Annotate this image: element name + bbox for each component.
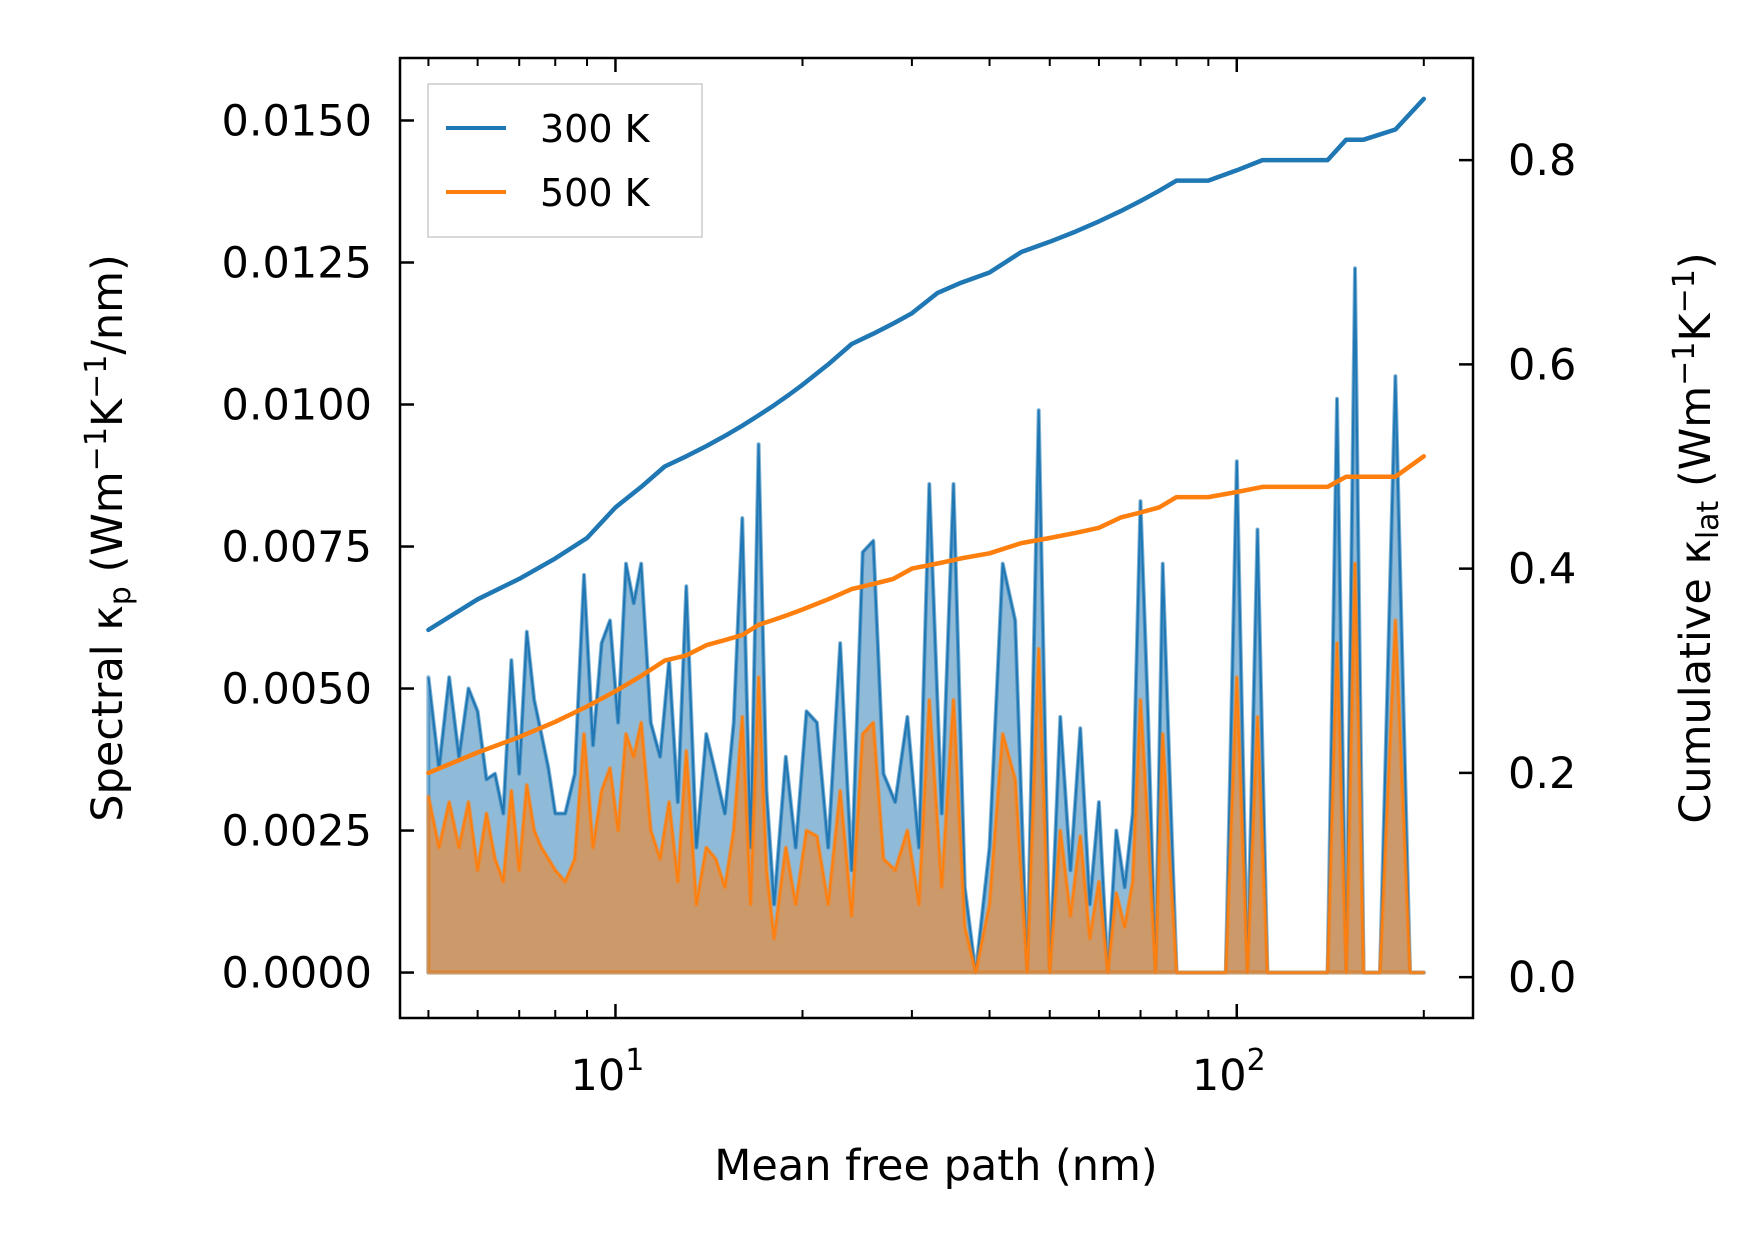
y-left-title-sup2: −1: [79, 355, 114, 399]
x-tick-label-exp: 2: [1247, 1043, 1266, 1078]
y-right-tick-label: 0.6: [1508, 340, 1576, 390]
x-axis-title: Mean free path (nm): [714, 1141, 1157, 1191]
y-right-tick-label: 0.0: [1508, 953, 1576, 1003]
axes-frame: [398, 56, 1475, 1020]
x-tick-label-exp: 1: [625, 1043, 644, 1078]
y-right-title-mid: (Wm: [1671, 386, 1721, 501]
y-left-tick-label: 0.0025: [222, 807, 372, 857]
y-left-tick-label: 0.0000: [222, 949, 372, 999]
y-left-tick-label: 0.0150: [222, 96, 372, 146]
y-left-tick-label: 0.0125: [222, 238, 372, 288]
y-axis-right-title: Cumulative κlat (Wm−1K−1): [1667, 252, 1726, 823]
legend: 300 K 500 K: [427, 83, 703, 238]
y-right-title-sup1: −1: [1667, 342, 1702, 386]
legend-label-300k: 300 K: [540, 107, 651, 151]
cumulative-line-300k: [426, 96, 1427, 633]
y-left-title-sup1: −1: [79, 427, 114, 471]
plot-area: [426, 96, 1427, 975]
y-right-title-sub: lat: [1691, 500, 1726, 539]
y-left-tick-label: 0.0050: [222, 665, 372, 715]
x-tick-label: 101: [571, 1043, 645, 1101]
cumulative-line-500k: [426, 454, 1427, 776]
x-tick-label-base: 10: [1192, 1051, 1247, 1101]
x-tick-label: 102: [1192, 1043, 1266, 1101]
y-right-title-suffix: ): [1671, 252, 1721, 269]
y-left-title-mid: (Wm: [83, 471, 133, 586]
y-left-tick-label: 0.0100: [222, 381, 372, 431]
y-left-tick-label: 0.0075: [222, 523, 372, 573]
y-left-title-prefix: Spectral κ: [83, 605, 133, 822]
y-left-title-suffix: /nm): [83, 254, 133, 354]
y-right-title-sup2: −1: [1667, 269, 1702, 313]
y-right-title-prefix: Cumulative κ: [1671, 539, 1721, 823]
y-right-tick-label: 0.4: [1508, 545, 1576, 595]
legend-label-500k: 500 K: [540, 171, 651, 215]
x-tick-label-base: 10: [571, 1051, 626, 1101]
y-right-tick-label: 0.8: [1508, 136, 1576, 186]
y-right-tick-label: 0.2: [1508, 749, 1576, 799]
y-axis-left-title: Spectral κp (Wm−1K−1/nm): [79, 254, 138, 822]
y-right-title-k: K: [1671, 312, 1721, 342]
legend-box: [427, 83, 703, 238]
spectral-line-500k: [427, 562, 1424, 974]
y-left-title-k: K: [83, 397, 133, 427]
y-left-title-sub: p: [103, 586, 138, 605]
